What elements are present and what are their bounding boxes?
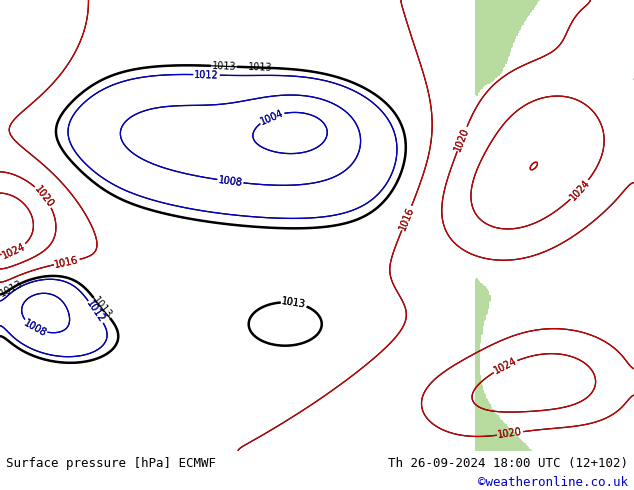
Text: 1020: 1020 (453, 125, 471, 152)
Text: 1016: 1016 (54, 255, 80, 270)
Text: 1008: 1008 (22, 318, 48, 338)
Text: 1013: 1013 (281, 296, 307, 310)
Text: 1008: 1008 (217, 175, 243, 188)
Text: 1012: 1012 (194, 70, 219, 80)
Text: 1024: 1024 (492, 356, 519, 376)
Text: 1013: 1013 (281, 296, 307, 310)
Text: 1012: 1012 (85, 299, 107, 325)
Text: 1016: 1016 (398, 205, 416, 231)
Text: 1004: 1004 (259, 108, 285, 126)
Text: 1020: 1020 (497, 427, 523, 440)
Text: 1020: 1020 (32, 184, 56, 209)
Text: 1013: 1013 (0, 278, 24, 299)
Text: 1020: 1020 (497, 427, 523, 440)
Text: 1004: 1004 (259, 108, 285, 126)
Text: 1016: 1016 (54, 255, 80, 270)
Text: 1016: 1016 (398, 205, 416, 231)
Text: 1020: 1020 (453, 125, 471, 152)
Text: Surface pressure [hPa] ECMWF: Surface pressure [hPa] ECMWF (6, 457, 216, 469)
Text: 1008: 1008 (22, 318, 48, 338)
Text: 1008: 1008 (217, 175, 243, 188)
Text: 1024: 1024 (568, 177, 592, 202)
Text: 1012: 1012 (85, 299, 107, 325)
Text: 1013: 1013 (248, 62, 273, 73)
Text: 1024: 1024 (492, 356, 519, 376)
Text: ©weatheronline.co.uk: ©weatheronline.co.uk (477, 476, 628, 489)
Text: 1024: 1024 (1, 241, 27, 261)
Text: 1013: 1013 (90, 295, 113, 320)
Text: 1012: 1012 (194, 70, 219, 80)
Text: 1024: 1024 (1, 241, 27, 261)
Text: Th 26-09-2024 18:00 UTC (12+102): Th 26-09-2024 18:00 UTC (12+102) (387, 457, 628, 469)
Text: 1013: 1013 (212, 61, 236, 72)
Text: 1020: 1020 (32, 184, 56, 209)
Text: 1024: 1024 (568, 177, 592, 202)
